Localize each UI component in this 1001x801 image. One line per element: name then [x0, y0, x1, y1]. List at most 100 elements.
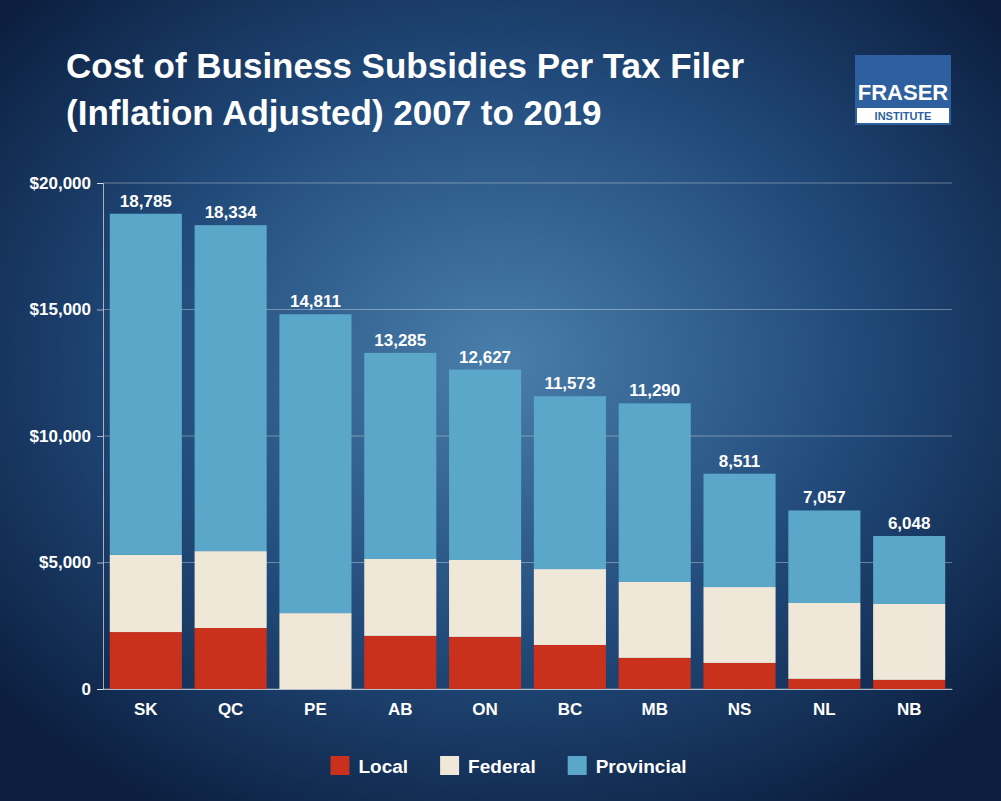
- legend-item: Federal: [440, 756, 536, 777]
- legend-swatch: [330, 756, 349, 775]
- bar-segment: [110, 555, 182, 632]
- bar-segment: [279, 613, 351, 689]
- bar-segment: [534, 569, 606, 645]
- total-label: 11,290: [629, 381, 680, 400]
- x-axis: SK QC PE AB ON BC MB NS NL NB: [104, 689, 953, 719]
- x-tick: QC: [218, 689, 244, 719]
- logo-text: FRASERINSTITUTE: [858, 80, 949, 122]
- total-label: 7,057: [803, 488, 846, 507]
- y-tick-label: $5,000: [39, 553, 91, 572]
- bar-segment: [619, 403, 691, 582]
- legend-swatch: [440, 756, 459, 775]
- y-tick-label: 0: [82, 680, 91, 699]
- bar-segment: [110, 632, 182, 689]
- y-tick: $5,000: [39, 553, 103, 572]
- logo-box: [855, 55, 951, 125]
- bar-segment: [449, 370, 521, 560]
- y-axis-line: [97, 184, 104, 690]
- bar-segment: [703, 663, 775, 689]
- x-tick-label: AB: [388, 700, 413, 719]
- bar-segment: [279, 314, 351, 613]
- bar-segment: [195, 225, 267, 551]
- total-label: 6,048: [888, 514, 931, 533]
- bar-segment: [449, 637, 521, 689]
- bar-segment: [788, 603, 860, 679]
- x-tick: MB: [641, 689, 667, 719]
- x-tick-label: NL: [813, 700, 836, 719]
- x-tick: SK: [134, 689, 158, 719]
- title: Cost of Business Subsidies Per Tax Filer…: [66, 46, 745, 132]
- bar-segment: [364, 559, 436, 636]
- chart: Cost of Business Subsidies Per Tax Filer…: [0, 0, 1001, 801]
- y-tick-label: $15,000: [30, 300, 91, 319]
- bar-segment: [449, 560, 521, 637]
- x-tick: NL: [813, 689, 836, 719]
- bar-segment: [534, 645, 606, 689]
- x-tick: PE: [304, 689, 327, 719]
- x-tick: ON: [472, 689, 498, 719]
- bar-segment: [873, 604, 945, 680]
- total-label: 18,334: [205, 203, 258, 222]
- x-axis-line: [104, 689, 953, 690]
- total-label: 13,285: [374, 331, 426, 350]
- y-tick: $15,000: [30, 300, 103, 319]
- y-tick: 0: [82, 680, 103, 699]
- y-tick-mark: [97, 183, 103, 184]
- bar-segment: [619, 658, 691, 689]
- x-tick-label: ON: [472, 700, 498, 719]
- legend-label: Local: [358, 756, 408, 777]
- x-tick-label: QC: [218, 700, 244, 719]
- bar-segment: [788, 679, 860, 689]
- total-label: 11,573: [544, 374, 595, 393]
- legend: Local Federal Provincial: [330, 756, 686, 777]
- total-label: 8,511: [719, 452, 761, 471]
- x-tick: NB: [897, 689, 922, 719]
- logo-strip: [857, 108, 949, 123]
- x-tick-label: BC: [558, 700, 583, 719]
- x-tick-label: PE: [304, 700, 327, 719]
- y-tick-label: $20,000: [30, 174, 91, 193]
- legend-swatch: [568, 756, 587, 775]
- x-tick: NS: [728, 689, 752, 719]
- bar-segment: [364, 636, 436, 689]
- bars: [110, 214, 945, 689]
- bar-segment: [110, 214, 182, 555]
- bar-segment: [788, 510, 860, 603]
- y-tick-label: $10,000: [30, 427, 91, 446]
- x-tick-label: SK: [134, 700, 158, 719]
- bar-segment: [364, 353, 436, 559]
- total-label: 18,785: [120, 192, 172, 211]
- logo: FRASERINSTITUTE: [855, 55, 951, 125]
- y-tick-mark: [97, 689, 103, 690]
- bar-segment: [703, 587, 775, 663]
- legend-item: Local: [330, 756, 408, 777]
- bar-segment: [195, 551, 267, 628]
- bar-segment: [619, 582, 691, 658]
- bar-segment: [534, 396, 606, 569]
- total-labels: 18,785 18,334 14,811 13,285 12,627 11,573 11,2…: [120, 192, 931, 533]
- y-tick: $10,000: [30, 427, 103, 446]
- legend-item: Provincial: [568, 756, 687, 777]
- y-axis: 0 $5,000 $10,000 $15,000 $20,000: [30, 174, 104, 699]
- series-bars: [110, 214, 945, 613]
- grid-line: [103, 183, 952, 184]
- x-tick: BC: [558, 689, 583, 719]
- bar-segment: [873, 680, 945, 689]
- bar-segment: [703, 474, 775, 587]
- legend-label: Provincial: [596, 756, 687, 777]
- x-tick-label: NB: [897, 700, 922, 719]
- grid: [103, 183, 952, 689]
- total-label: 12,627: [459, 348, 511, 367]
- background: [0, 0, 1001, 801]
- x-tick: AB: [388, 689, 413, 719]
- y-tick-mark: [97, 310, 103, 311]
- y-tick: $20,000: [30, 174, 103, 193]
- bar-segment: [873, 536, 945, 604]
- y-tick-mark: [97, 563, 103, 564]
- legend-label: Federal: [468, 756, 536, 777]
- total-label: 14,811: [290, 292, 341, 311]
- bar-segment: [195, 628, 267, 689]
- x-tick-label: MB: [641, 700, 667, 719]
- y-tick-mark: [97, 436, 103, 437]
- x-tick-label: NS: [728, 700, 752, 719]
